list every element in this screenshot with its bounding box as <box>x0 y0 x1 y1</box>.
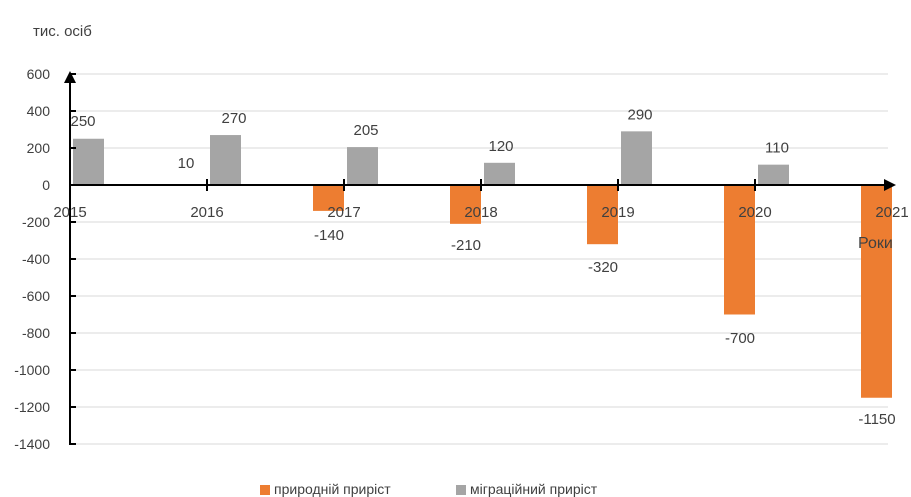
y-tick-label: 400 <box>27 103 51 119</box>
legend: природній приріст міграційний приріст <box>260 481 598 497</box>
gridlines <box>70 73 888 445</box>
data-label-natural: -1150 <box>858 411 895 428</box>
x-axis-title: Роки <box>858 235 893 252</box>
bar-migration <box>484 162 515 185</box>
bar-migration <box>210 135 241 185</box>
legend-label-natural: природній приріст <box>274 481 391 497</box>
y-tick-label: 200 <box>27 140 51 156</box>
bar-migration <box>347 147 378 185</box>
legend-swatch-migration <box>456 485 466 495</box>
bars <box>73 131 892 398</box>
bar-migration <box>73 138 104 185</box>
data-label-migration: 290 <box>627 106 652 123</box>
axes <box>64 71 896 445</box>
y-tick-label: -400 <box>22 251 50 267</box>
legend-label-migration: міграційний приріст <box>470 481 598 497</box>
data-label-migration: 270 <box>221 110 246 127</box>
tick-labels: 600 400 200 0 -200 -400 -600 -800 -1000 -1200 -140… <box>14 66 909 452</box>
data-label-migration: 250 <box>70 113 95 130</box>
y-tick-label: -800 <box>22 325 50 341</box>
x-tick-label: 2020 <box>738 204 771 221</box>
legend-swatch-natural <box>260 485 270 495</box>
x-tick-label: 2021 <box>875 204 908 221</box>
y-axis-title: тис. осіб <box>33 23 92 40</box>
annotation-label: 10 <box>178 155 195 172</box>
y-tick-label: 600 <box>27 66 51 82</box>
data-labels: -140 -210 -320 -700 -1150 250 270 205 120 290 110 1… <box>70 106 895 428</box>
data-label-natural: -320 <box>588 259 618 276</box>
y-tick-label: -1000 <box>14 362 50 378</box>
x-tick-label: 2017 <box>327 204 360 221</box>
bar-natural <box>587 185 618 245</box>
y-tick-label: -1400 <box>14 436 50 452</box>
y-axis-arrow <box>64 71 76 83</box>
data-label-migration: 120 <box>488 138 513 155</box>
y-tick-label: -200 <box>22 214 50 230</box>
x-tick-label: 2015 <box>53 204 86 221</box>
bar-natural <box>724 185 755 315</box>
y-tick-label: -600 <box>22 288 50 304</box>
x-tick-label: 2019 <box>601 204 634 221</box>
x-axis-arrow <box>884 179 896 191</box>
data-label-migration: 205 <box>353 122 378 139</box>
y-tick-label: -1200 <box>14 399 50 415</box>
data-label-natural: -140 <box>314 227 344 244</box>
bar-natural <box>450 185 481 224</box>
y-tick-label: 0 <box>42 177 50 193</box>
data-label-migration: 110 <box>765 140 789 157</box>
bar-migration <box>758 164 789 185</box>
data-label-natural: -210 <box>451 237 481 254</box>
x-tick-label: 2016 <box>190 204 223 221</box>
x-tick-label: 2018 <box>464 204 497 221</box>
bar-natural <box>861 185 892 398</box>
bar-migration <box>621 131 652 185</box>
bar-natural <box>313 185 344 211</box>
data-label-natural: -700 <box>725 330 755 347</box>
